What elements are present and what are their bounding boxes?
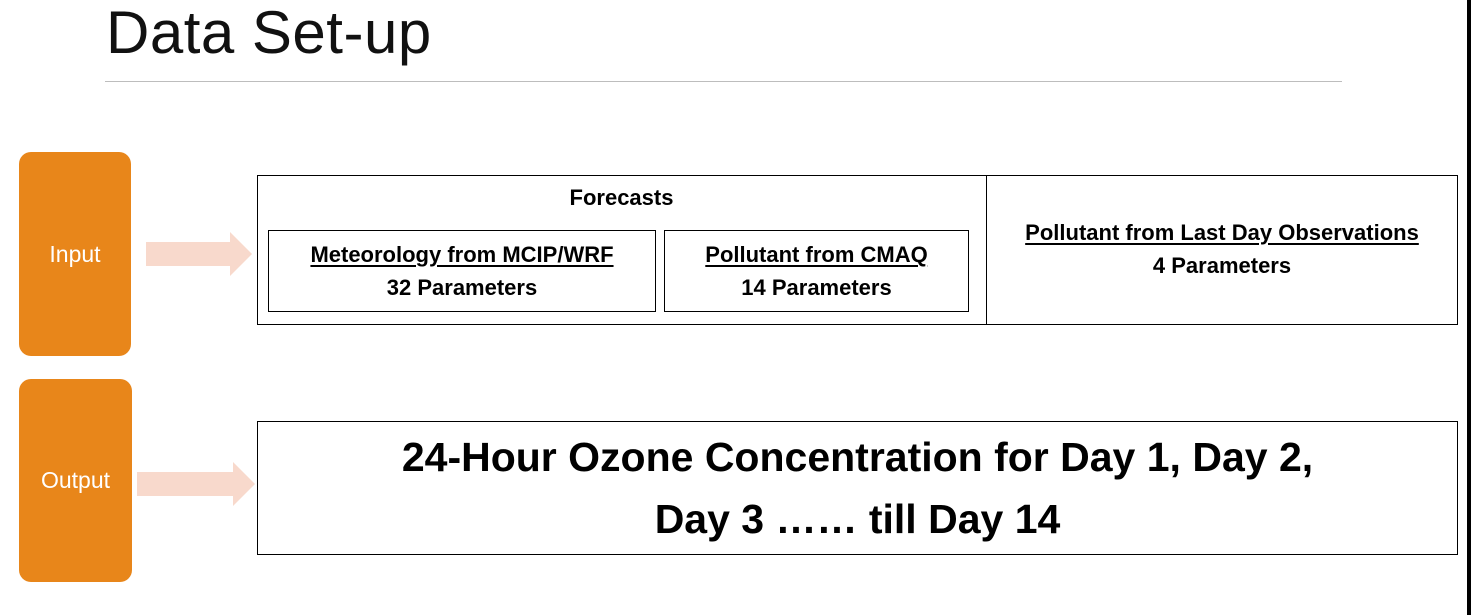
slide-title: Data Set-up: [106, 0, 432, 66]
input-pill: Input: [19, 152, 131, 356]
observations-section: Pollutant from Last Day Observations 4 P…: [987, 216, 1457, 282]
observations-title: Pollutant from Last Day Observations: [1025, 220, 1419, 245]
observations-params: 4 Parameters: [1152, 253, 1292, 278]
title-divider: [105, 81, 1342, 82]
input-pill-label: Input: [49, 240, 101, 267]
output-box: 24-Hour Ozone Concentration for Day 1, D…: [257, 421, 1458, 555]
cmaq-box: Pollutant from CMAQ 14 Parameters: [664, 230, 969, 312]
output-text-line-1: 24-Hour Ozone Concentration for Day 1, D…: [401, 434, 1314, 480]
meteorology-title: Meteorology from MCIP/WRF: [310, 242, 614, 267]
output-pill-label: Output: [40, 467, 111, 493]
output-text-line-2: Day 3 …… till Day 14: [654, 496, 1061, 542]
cmaq-title: Pollutant from CMAQ: [705, 242, 928, 267]
output-pill: Output: [19, 379, 132, 582]
meteorology-params: 32 Parameters: [386, 275, 538, 300]
meteorology-box: Meteorology from MCIP/WRF 32 Parameters: [268, 230, 656, 312]
right-edge-border: [1467, 0, 1471, 615]
forecasts-heading: Forecasts: [569, 185, 674, 210]
cmaq-params: 14 Parameters: [741, 275, 892, 300]
input-box-divider: [986, 175, 987, 325]
input-arrow-icon: [146, 232, 252, 276]
input-box: [257, 175, 1458, 325]
output-arrow-icon: [137, 462, 255, 506]
